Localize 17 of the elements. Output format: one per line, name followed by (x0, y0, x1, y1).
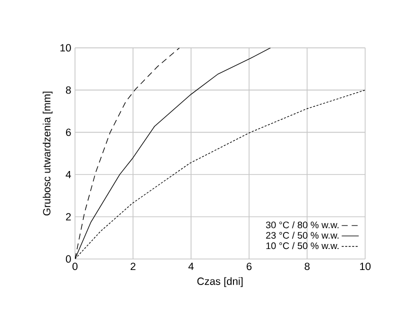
x-tick-label: 10 (360, 262, 371, 270)
y-tick-label: 8 (66, 86, 71, 94)
x-tick-label: 8 (304, 262, 310, 270)
y-axis-title: Grubosc utwardzenia [mm] (42, 92, 53, 216)
x-axis-title: Czas [dni] (197, 277, 243, 288)
x-tick-label: 6 (246, 262, 252, 270)
y-tick-label: 0 (66, 255, 71, 263)
y-tick-label: 2 (66, 213, 71, 220)
x-tick-label: 4 (188, 262, 194, 270)
y-tick-label: 6 (66, 128, 71, 136)
y-tick-label: 10 (60, 44, 71, 52)
x-tick-label: 2 (130, 262, 136, 270)
legend-label: 30 °C / 80 % w.w. (266, 221, 339, 228)
y-tick-label: 4 (66, 170, 71, 178)
legend-label: 10 °C / 50 % w.w. (266, 242, 339, 250)
x-tick-label: 0 (72, 262, 78, 270)
legend-label: 23 °C / 50 % w.w. (266, 232, 339, 239)
